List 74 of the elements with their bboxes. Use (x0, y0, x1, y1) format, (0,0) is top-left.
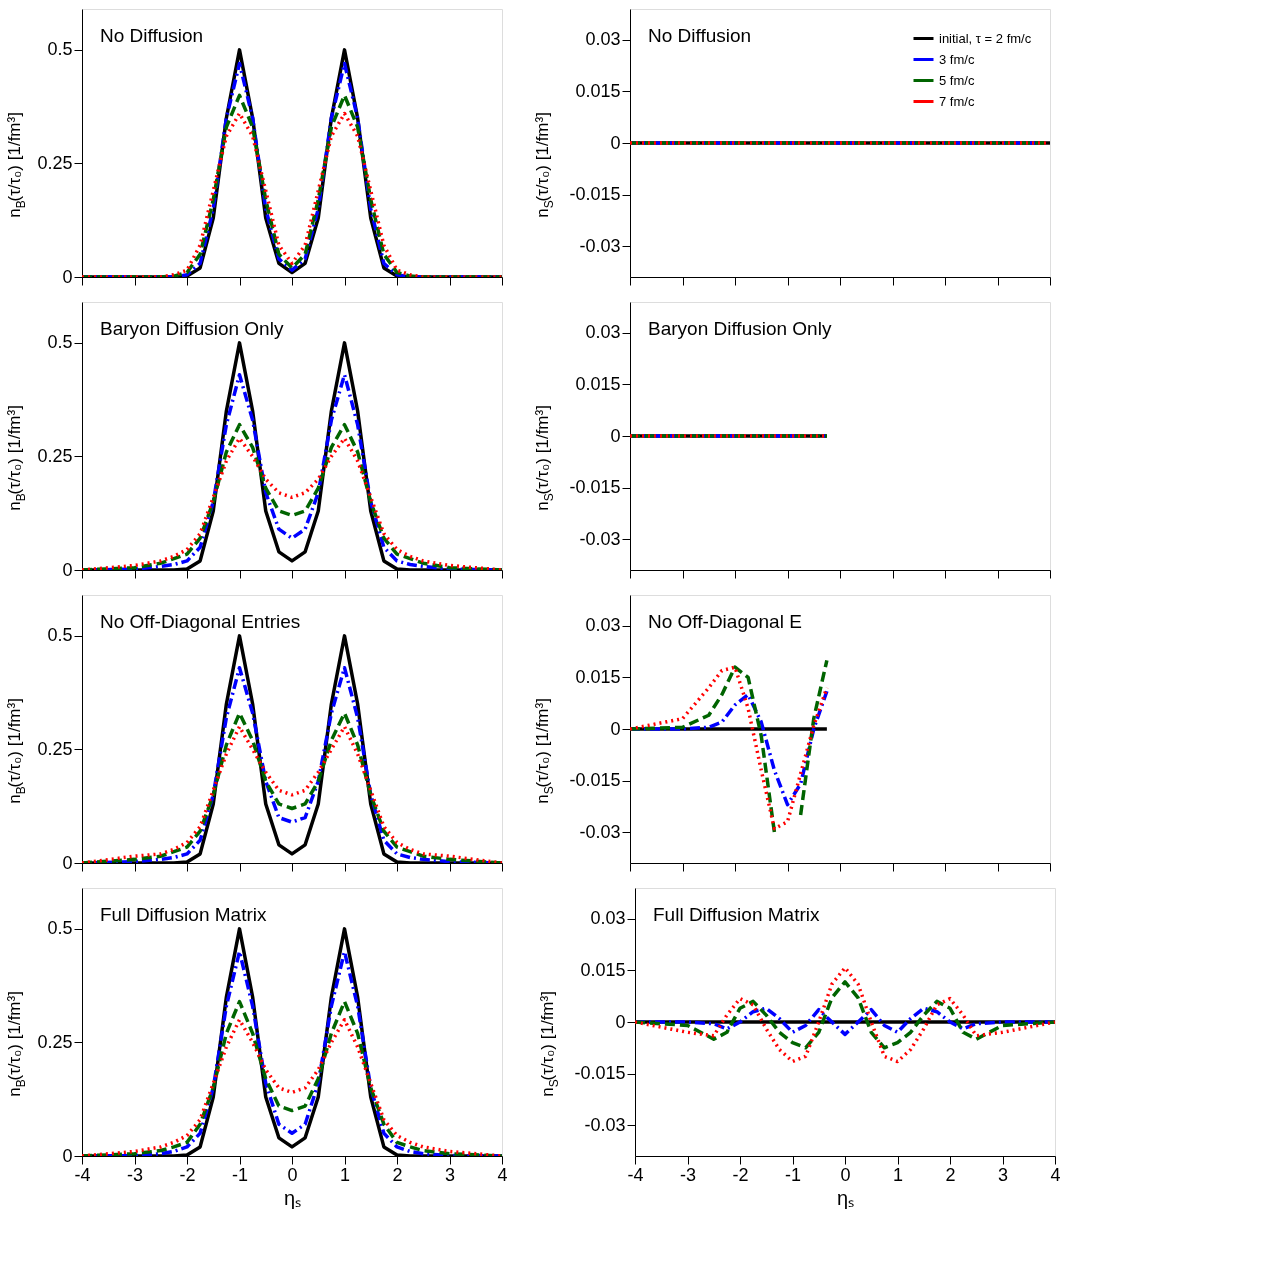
x-tick-label: 0 (287, 1164, 298, 1185)
x-tick-label: 3 (444, 1164, 456, 1185)
y-axis-title: nB(τ/τ₀) [1/fm³] (5, 991, 28, 1097)
y-tick-label: -0.015 (569, 770, 621, 791)
x-tick-label: 4 (497, 1164, 508, 1185)
y-tick-label: 0.03 (590, 908, 626, 929)
x-axis-title: ηₛ (283, 1186, 302, 1209)
y-tick-label: 0 (615, 1011, 626, 1032)
y-tick-label: 0 (610, 425, 621, 446)
y-tick-label: -0.03 (579, 528, 621, 549)
text: No Off-Diagonal E (648, 611, 802, 632)
x-tick-label: 3 (997, 1164, 1009, 1185)
y-tick-label: 0.5 (47, 918, 73, 939)
line-series (635, 965, 1055, 1064)
y-axis-title: nS(τ/τ₀) [1/fm³] (538, 991, 561, 1097)
y-tick-label: -0.015 (574, 1063, 626, 1084)
legend-label: 3 fm/c (939, 51, 975, 67)
y-tick-label: -0.015 (569, 184, 621, 205)
x-tick-label: 2 (392, 1164, 403, 1185)
text: No Off-Diagonal Entries (100, 611, 301, 632)
text: Baryon Diffusion Only (648, 318, 832, 339)
y-axis-title: nB(τ/τ₀) [1/fm³] (5, 405, 28, 511)
y-tick-label: 0 (62, 266, 73, 287)
x-axis-title: ηₛ (836, 1186, 855, 1209)
y-tick-label: 0 (62, 1145, 73, 1166)
x-tick-label: -4 (627, 1164, 644, 1185)
text: No Diffusion (100, 25, 204, 46)
y-tick-label: 0.015 (575, 666, 621, 687)
x-tick-label: 0 (840, 1164, 851, 1185)
x-tick-label: 1 (339, 1164, 351, 1185)
y-tick-label: 0 (62, 852, 73, 873)
y-axis-title: nS(τ/τ₀) [1/fm³] (533, 112, 556, 218)
y-tick-label: 0.015 (575, 80, 621, 101)
y-tick-label: 0.25 (37, 1031, 73, 1052)
y-tick-label: 0.25 (37, 445, 73, 466)
x-tick-label: 4 (1050, 1164, 1061, 1185)
y-tick-label: 0.25 (37, 152, 73, 173)
y-tick-label: -0.03 (579, 235, 621, 256)
x-tick-label: -4 (74, 1164, 91, 1185)
y-tick-label: 0.5 (47, 39, 73, 60)
y-tick-label: 0.5 (47, 332, 73, 353)
legend-label: 7 fm/c (939, 93, 975, 109)
y-tick-label: 0.5 (47, 625, 73, 646)
legend-label: 5 fm/c (939, 72, 975, 88)
y-axis-title: nS(τ/τ₀) [1/fm³] (533, 698, 556, 804)
y-tick-label: -0.03 (579, 821, 621, 842)
text: No Diffusion (648, 25, 752, 46)
y-axis-title: nS(τ/τ₀) [1/fm³] (533, 405, 556, 511)
x-tick-label: -1 (231, 1164, 249, 1185)
y-tick-label: 0 (610, 718, 621, 739)
x-tick-label: -2 (179, 1164, 196, 1185)
y-tick-label: 0 (610, 132, 621, 153)
x-tick-label: 1 (892, 1164, 904, 1185)
y-tick-label: -0.015 (569, 477, 621, 498)
legend-label: initial, τ = 2 fm/c (939, 30, 1032, 46)
y-tick-label: 0.03 (585, 322, 621, 343)
y-tick-label: 0.015 (580, 959, 626, 980)
y-tick-label: 0.03 (585, 29, 621, 50)
y-axis-title: nB(τ/τ₀) [1/fm³] (5, 112, 28, 218)
text: Full Diffusion Matrix (100, 904, 267, 925)
y-tick-label: 0 (62, 559, 73, 580)
text: Full Diffusion Matrix (653, 904, 820, 925)
y-tick-label: 0.03 (585, 615, 621, 636)
x-tick-label: -1 (784, 1164, 802, 1185)
line-series (635, 980, 1055, 1050)
x-tick-label: -3 (126, 1164, 144, 1185)
y-tick-label: 0.015 (575, 373, 621, 394)
y-tick-label: -0.03 (584, 1114, 626, 1135)
text: Baryon Diffusion Only (100, 318, 284, 339)
x-tick-label: -2 (732, 1164, 749, 1185)
y-tick-label: 0.25 (37, 738, 73, 759)
y-axis-title: nB(τ/τ₀) [1/fm³] (5, 698, 28, 804)
x-tick-label: -3 (679, 1164, 697, 1185)
x-tick-label: 2 (945, 1164, 956, 1185)
